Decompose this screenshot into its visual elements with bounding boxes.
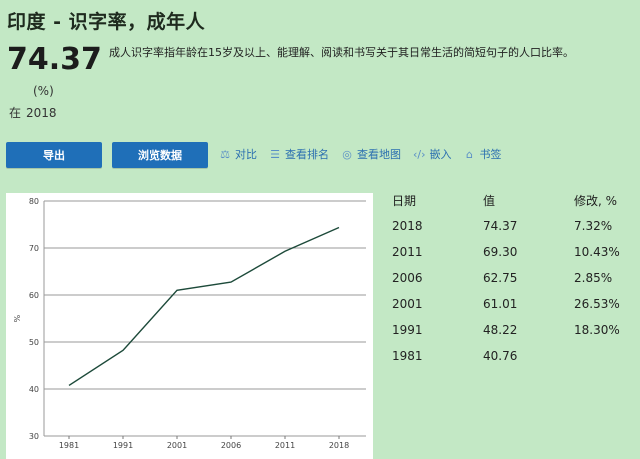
cell-date: 2018	[392, 219, 423, 233]
line-chart: 30 40 50 60 70 80 1981 1991 2001 2006 2011 2018%	[6, 193, 373, 459]
indicator-description: 成人识字率指年龄在15岁及以上、能理解、阅读和书写关于其日常生活的简短句子的人口…	[109, 46, 574, 59]
cell-value: 40.76	[483, 349, 518, 363]
latest-value: 74.37	[7, 42, 102, 77]
x-tick-label: 2011	[275, 441, 295, 450]
compare-label: 对比	[235, 148, 257, 161]
value-year-line: 在 2018	[9, 104, 57, 121]
table-row: 2011 69.30 10.43%	[392, 239, 632, 265]
cell-date: 2006	[392, 271, 423, 285]
table-row: 2001 61.01 26.53%	[392, 291, 632, 317]
cell-date: 1991	[392, 323, 423, 337]
embed-link[interactable]: ‹/› 嵌入	[413, 146, 452, 162]
x-tick-label: 1981	[59, 441, 79, 450]
x-tick-label: 2018	[329, 441, 349, 450]
y-tick-label: 40	[29, 385, 39, 394]
bookmark-label: 书签	[479, 148, 502, 161]
cell-value: 48.22	[483, 323, 518, 337]
action-links: ⚖ 对比 ☰ 查看排名 ◎ 查看地图 ‹/› 嵌入 ⌂ 书签	[219, 146, 502, 162]
data-table: 日期 值 修改, % 2018 74.37 7.32% 2011 69.30 1…	[392, 187, 632, 369]
cell-change: 7.32%	[574, 219, 613, 233]
compare-link[interactable]: ⚖ 对比	[219, 146, 257, 162]
value-unit: (%)	[33, 84, 54, 98]
series-line	[68, 226, 340, 387]
col-header-value: 值	[483, 193, 496, 208]
table-row: 2006 62.75 2.85%	[392, 265, 632, 291]
y-tick-label: 70	[29, 244, 39, 253]
view-map-link[interactable]: ◎ 查看地图	[341, 146, 401, 162]
cell-change: 18.30%	[574, 323, 620, 337]
x-tick-label: 1991	[113, 441, 133, 450]
view-ranking-label: 查看排名	[285, 148, 329, 161]
page-title: 印度 - 识字率，成年人	[7, 11, 206, 33]
table-header-row: 日期 值 修改, %	[392, 187, 632, 213]
embed-label: 嵌入	[429, 148, 452, 161]
y-axis-label: %	[13, 314, 22, 322]
y-tick-label: 80	[29, 197, 39, 206]
bookmark-link[interactable]: ⌂ 书签	[464, 146, 502, 162]
x-tick-label: 2001	[167, 441, 187, 450]
view-map-label: 查看地图	[357, 148, 401, 161]
chart-svg: 30 40 50 60 70 80 1981 1991 2001 2006 2011 2018%	[13, 197, 366, 450]
cell-change: 26.53%	[574, 297, 620, 311]
x-tick-label: 2006	[221, 441, 241, 450]
col-header-date: 日期	[392, 193, 417, 208]
browse-data-button[interactable]: 浏览数据	[112, 142, 208, 168]
cell-date: 1981	[392, 349, 423, 363]
compare-icon: ⚖	[220, 147, 230, 161]
cell-value: 69.30	[483, 245, 518, 259]
cell-date: 2001	[392, 297, 423, 311]
globe-icon: ◎	[342, 147, 352, 161]
cell-change: 10.43%	[574, 245, 620, 259]
y-tick-label: 50	[29, 338, 39, 347]
cell-value: 74.37	[483, 219, 518, 233]
year-prefix: 在	[9, 106, 22, 120]
cell-value: 62.75	[483, 271, 518, 285]
ranking-icon: ☰	[270, 147, 280, 161]
bookmark-icon: ⌂	[466, 147, 473, 161]
cell-value: 61.01	[483, 297, 518, 311]
table-row: 1981 40.76	[392, 343, 632, 369]
table-row: 1991 48.22 18.30%	[392, 317, 632, 343]
col-header-change: 修改, %	[574, 193, 618, 208]
y-tick-label: 60	[29, 291, 39, 300]
cell-date: 2011	[392, 245, 423, 259]
cell-change: 2.85%	[574, 271, 613, 285]
table-row: 2018 74.37 7.32%	[392, 213, 632, 239]
view-ranking-link[interactable]: ☰ 查看排名	[269, 146, 329, 162]
export-button[interactable]: 导出	[6, 142, 102, 168]
value-year: 2018	[26, 106, 57, 120]
y-tick-label: 30	[29, 432, 39, 441]
embed-icon: ‹/›	[413, 147, 426, 161]
